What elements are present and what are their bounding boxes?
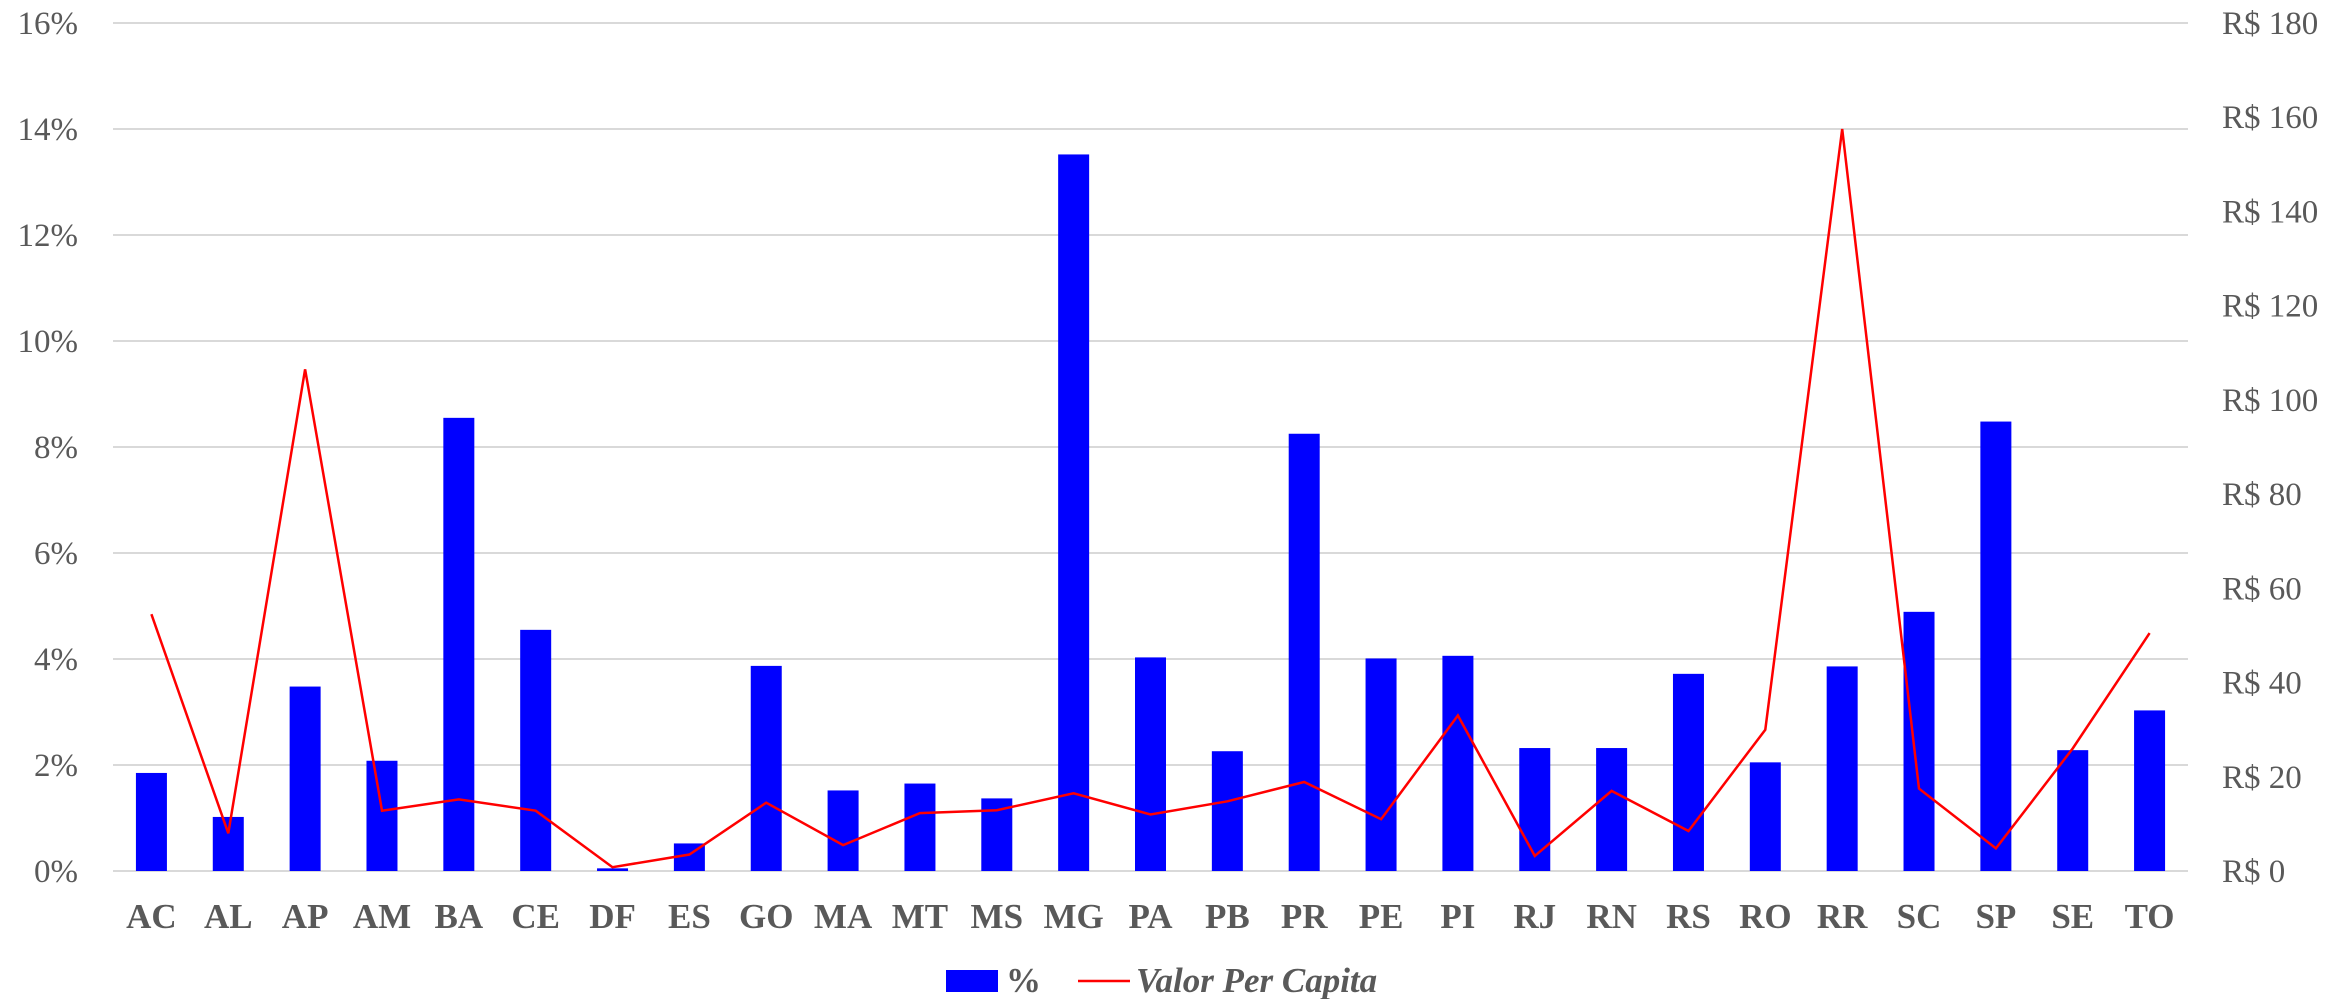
bar-al — [212, 816, 244, 871]
y-right-tick-label: R$ 140 — [2222, 194, 2318, 230]
x-tick-label: MA — [814, 897, 873, 936]
bar-rn — [1596, 748, 1628, 871]
x-tick-label: BA — [435, 897, 484, 936]
y-left-tick-label: 10% — [18, 324, 79, 360]
bar-pr — [1288, 433, 1320, 871]
bar-series — [135, 154, 2166, 871]
bar-pa — [1135, 657, 1166, 871]
bar-sp — [1980, 421, 2012, 871]
bar-df — [597, 868, 629, 871]
legend: % Valor Per Capita — [946, 961, 1377, 999]
legend-label-valor-per-capita: Valor Per Capita — [1136, 961, 1377, 999]
x-tick-label: PA — [1128, 897, 1173, 936]
x-tick-label: PR — [1281, 897, 1328, 936]
y-right-tick-label: R$ 0 — [2222, 854, 2285, 890]
x-axis: AC AL AP AM BA CE DF ES GO MA MT MS MG PA PB PR PE PI RJ RN… — [126, 897, 2174, 936]
x-tick-label: AC — [126, 897, 177, 936]
x-tick-label: RO — [1739, 897, 1792, 936]
y-left-tick-label: 14% — [18, 112, 79, 148]
bar-ro — [1749, 762, 1781, 871]
x-tick-label: TO — [2125, 897, 2175, 936]
x-tick-label: PE — [1359, 897, 1404, 936]
bar-pe — [1365, 658, 1397, 871]
bar-ap — [289, 686, 321, 871]
x-tick-label: SP — [1975, 897, 2016, 936]
x-tick-label: PI — [1440, 897, 1475, 936]
bar-ce — [520, 629, 552, 871]
x-tick-label: RN — [1586, 897, 1637, 936]
x-tick-label: RS — [1666, 897, 1711, 936]
y-right-tick-label: R$ 100 — [2222, 383, 2318, 419]
bar-pi — [1442, 655, 1474, 871]
y-right-tick-label: R$ 80 — [2222, 477, 2302, 513]
x-tick-label: ES — [668, 897, 711, 936]
right-y-axis: R$ 0 R$ 20 R$ 40 R$ 60 R$ 80 R$ 100 R$ 120 R$ 1… — [2222, 6, 2318, 890]
line-series — [150, 128, 2151, 869]
bar-se — [2057, 750, 2089, 871]
bar-ma — [827, 790, 859, 871]
legend-label-percent: % — [1006, 961, 1041, 999]
y-right-tick-label: R$ 120 — [2222, 289, 2318, 325]
x-tick-label: MS — [971, 897, 1024, 936]
x-tick-label: RR — [1817, 897, 1868, 936]
x-tick-label: DF — [589, 897, 636, 936]
y-left-tick-label: 4% — [34, 642, 78, 678]
y-left-tick-label: 2% — [34, 748, 78, 784]
x-tick-label: SE — [2051, 897, 2094, 936]
bar-ba — [443, 417, 475, 871]
x-tick-label: AL — [204, 897, 253, 936]
y-right-tick-label: R$ 160 — [2222, 100, 2318, 136]
bar-pb — [1211, 751, 1243, 871]
x-tick-label: MG — [1044, 897, 1104, 936]
bar-rj — [1519, 748, 1551, 871]
x-tick-label: CE — [511, 897, 560, 936]
y-left-tick-label: 8% — [34, 430, 78, 466]
y-right-tick-label: R$ 20 — [2222, 760, 2302, 796]
y-right-tick-label: R$ 40 — [2222, 666, 2302, 702]
bar-mt — [904, 783, 936, 871]
bar-go — [750, 665, 782, 871]
bar-to — [2134, 710, 2166, 871]
x-tick-label: GO — [739, 897, 793, 936]
x-tick-label: MT — [892, 897, 948, 936]
bar-rs — [1672, 673, 1704, 871]
y-right-tick-label: R$ 60 — [2222, 571, 2302, 607]
y-left-tick-label: 12% — [18, 218, 79, 254]
x-tick-label: PB — [1205, 897, 1250, 936]
bar-am — [366, 760, 398, 871]
legend-swatch-bar — [946, 970, 998, 992]
x-tick-label: SC — [1897, 897, 1942, 936]
x-tick-label: AP — [282, 897, 329, 936]
bar-sc — [1903, 611, 1935, 871]
bar-rr — [1826, 666, 1858, 871]
x-tick-label: RJ — [1513, 897, 1556, 936]
bar-mg — [1058, 154, 1090, 871]
left-y-axis: 0% 2% 4% 6% 8% 10% 12% 14% 16% — [18, 6, 79, 890]
x-tick-label: AM — [353, 897, 411, 936]
y-right-tick-label: R$ 180 — [2222, 6, 2318, 42]
bar-ac — [135, 772, 167, 871]
y-left-tick-label: 16% — [18, 6, 79, 42]
y-left-tick-label: 0% — [34, 854, 78, 890]
y-left-tick-label: 6% — [34, 536, 78, 572]
